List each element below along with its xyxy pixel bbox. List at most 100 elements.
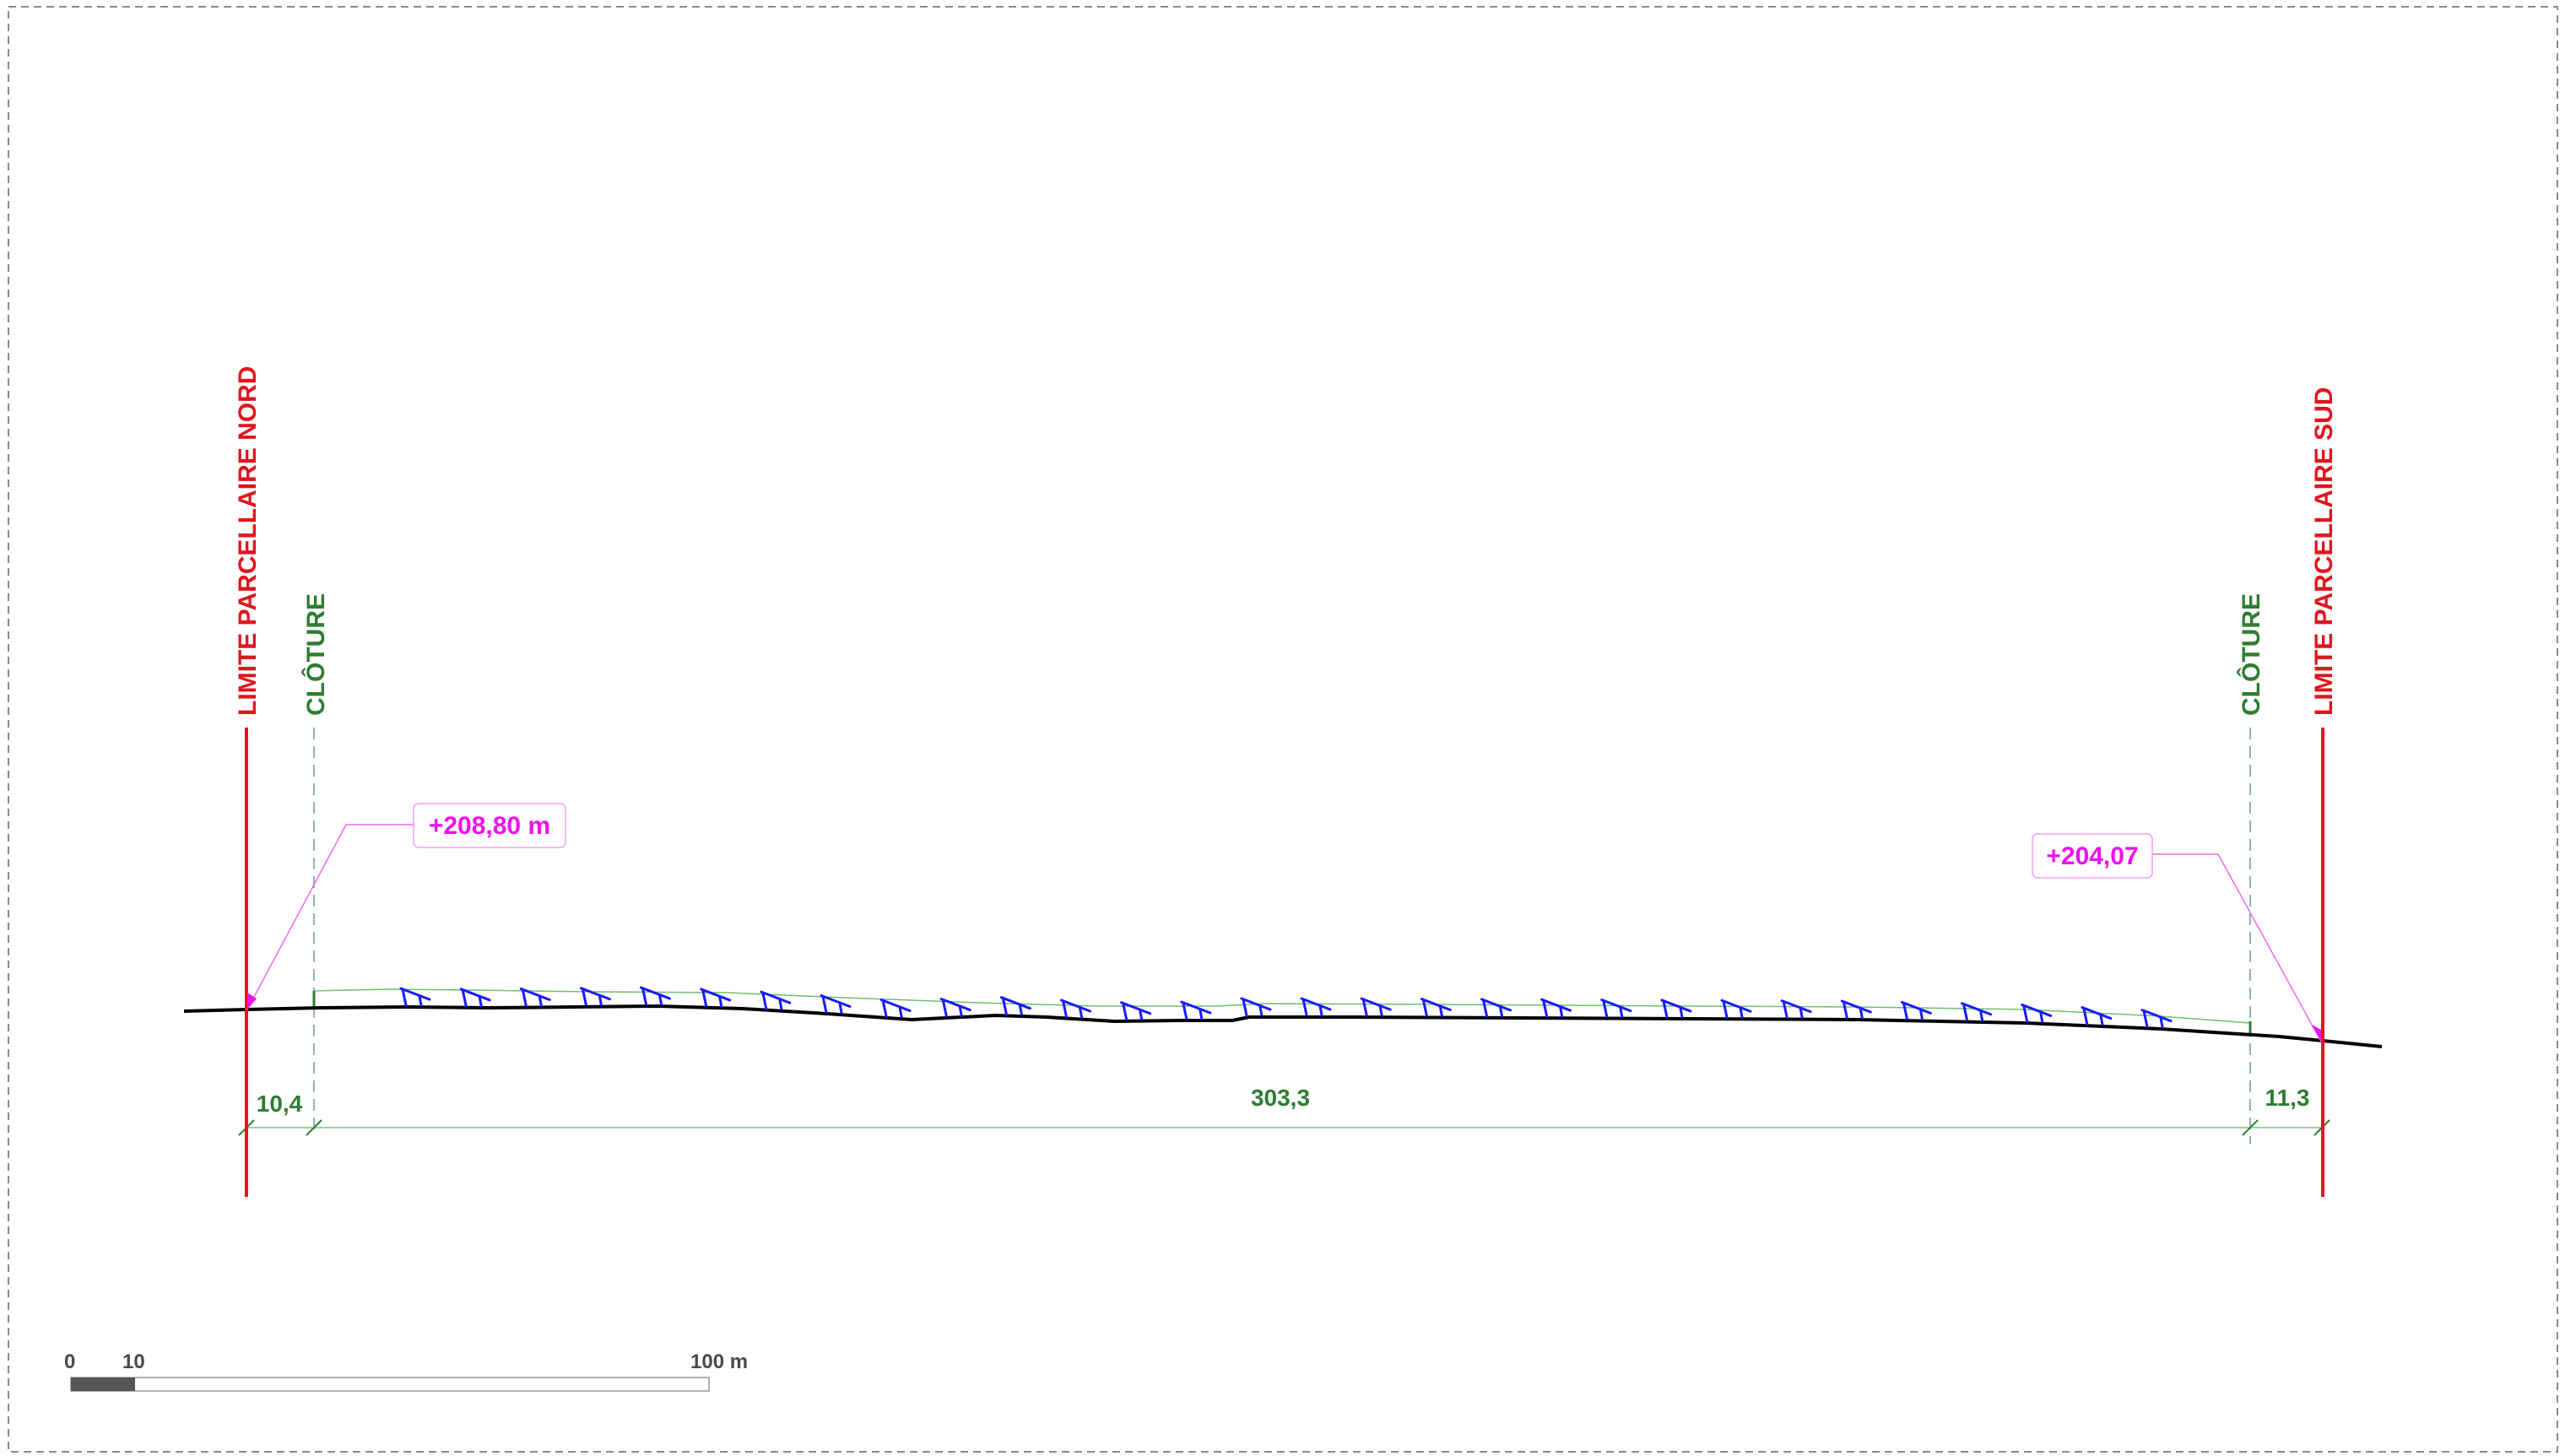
terrain-line bbox=[183, 1004, 2383, 1048]
panel-stroke bbox=[641, 987, 648, 1006]
panel-stroke bbox=[1979, 1009, 1984, 1022]
panel-stroke bbox=[761, 991, 768, 1010]
leader-line bbox=[246, 824, 414, 1010]
panel-stroke bbox=[1902, 1001, 1908, 1020]
panel-stroke bbox=[1780, 999, 1812, 1014]
solar-panel-row bbox=[519, 987, 551, 1007]
panel-stroke bbox=[760, 990, 792, 1004]
solar-panel-row bbox=[1420, 997, 1452, 1017]
boundary-north-label: LIMITE PARCELLAIRE NORD bbox=[234, 366, 262, 716]
panel-stroke bbox=[2142, 1009, 2149, 1029]
panel-stroke bbox=[1378, 1004, 1383, 1017]
panel-stroke bbox=[1018, 1004, 1023, 1016]
solar-panel-row bbox=[879, 998, 912, 1018]
panel-stroke bbox=[1722, 999, 1729, 1019]
solar-panel-row bbox=[760, 990, 792, 1010]
solar-panel-row bbox=[1840, 999, 1872, 1020]
panel-stroke bbox=[1840, 999, 1872, 1014]
panel-stroke bbox=[879, 998, 912, 1012]
panel-stroke bbox=[1799, 1007, 1804, 1020]
panel-stroke bbox=[939, 998, 971, 1012]
leader-line bbox=[2152, 853, 2322, 1042]
solar-panel-row bbox=[1300, 997, 1332, 1017]
panel-stroke bbox=[521, 988, 528, 1007]
panel-stroke bbox=[538, 994, 543, 1007]
scale-bar-frame bbox=[70, 1377, 710, 1392]
elevation-north-label: +208,80 m bbox=[429, 812, 550, 840]
fence-south-label: CLÔTURE bbox=[2237, 593, 2265, 716]
solar-panel-row bbox=[2021, 1003, 2053, 1023]
elevation-north-box bbox=[413, 803, 566, 848]
panel-stroke bbox=[2039, 1010, 2044, 1023]
panel-stroke bbox=[1739, 1006, 1744, 1019]
scale-bar-segment bbox=[71, 1378, 135, 1391]
panel-stroke bbox=[1180, 1000, 1212, 1015]
panel-stroke bbox=[718, 995, 723, 1008]
solar-panel-row bbox=[1060, 999, 1092, 1019]
solar-panel-row bbox=[1600, 999, 1632, 1019]
panel-stroke bbox=[418, 994, 423, 1007]
panel-envelope bbox=[313, 988, 2251, 1024]
elevation-north-callout: +208,80 m bbox=[246, 803, 566, 1010]
panel-stroke bbox=[519, 987, 551, 1001]
solar-panel-row bbox=[1240, 997, 1272, 1017]
elevation-south-box bbox=[2032, 833, 2153, 879]
panel-stroke bbox=[1062, 999, 1069, 1019]
scale-label-hundred: 100 m bbox=[690, 1350, 748, 1373]
scale-label-zero: 0 bbox=[64, 1350, 75, 1373]
boundary-south-label: LIMITE PARCELLAIRE SUD bbox=[2310, 387, 2338, 716]
solar-panel-row bbox=[1961, 1002, 1993, 1022]
solar-panel-rows bbox=[399, 986, 2173, 1029]
panel-stroke bbox=[1842, 1000, 1848, 1020]
panel-stroke bbox=[1498, 1005, 1503, 1018]
dimension-line: 10,4 303,3 11,3 bbox=[238, 1085, 2330, 1136]
solar-panel-row bbox=[939, 998, 971, 1018]
panel-stroke bbox=[2159, 1016, 2164, 1029]
panel-stroke bbox=[1559, 1005, 1564, 1018]
panel-stroke bbox=[1720, 999, 1752, 1013]
panel-stroke bbox=[700, 988, 732, 1002]
panel-stroke bbox=[821, 994, 828, 1014]
panel-stroke bbox=[640, 986, 672, 1000]
panel-stroke bbox=[1602, 999, 1609, 1019]
panel-stroke bbox=[1139, 1009, 1144, 1021]
panel-stroke bbox=[820, 993, 852, 1008]
panel-stroke bbox=[701, 988, 708, 1008]
panel-stroke bbox=[1001, 997, 1008, 1016]
solar-panel-row bbox=[459, 988, 491, 1008]
panel-stroke bbox=[1782, 1000, 1788, 1020]
solar-panel-row bbox=[1780, 999, 1812, 1020]
solar-panel-row bbox=[1180, 1000, 1212, 1020]
solar-panel-row bbox=[820, 993, 852, 1014]
panel-stroke bbox=[1961, 1002, 1993, 1016]
dimension-tick bbox=[306, 1119, 322, 1136]
panel-stroke bbox=[838, 1001, 843, 1014]
panel-stroke bbox=[1300, 997, 1332, 1011]
sheet-frame bbox=[8, 6, 2558, 1453]
leader-arrow bbox=[247, 993, 257, 1009]
panel-stroke bbox=[581, 988, 587, 1007]
panel-stroke bbox=[2099, 1014, 2104, 1026]
panel-stroke bbox=[1060, 999, 1092, 1013]
panel-stroke bbox=[1361, 998, 1368, 1017]
dimension-tick bbox=[2242, 1119, 2259, 1136]
scale-bar: 0 10 100 m bbox=[64, 1350, 748, 1392]
dimension-south-offset: 11,3 bbox=[2265, 1085, 2310, 1111]
panel-stroke bbox=[401, 988, 408, 1007]
panel-stroke bbox=[1662, 999, 1669, 1019]
solar-panel-row bbox=[700, 988, 732, 1008]
dimension-north-offset: 10,4 bbox=[257, 1091, 303, 1117]
panel-stroke bbox=[1242, 998, 1248, 1017]
solar-panel-row bbox=[1120, 1001, 1152, 1021]
panel-stroke bbox=[2021, 1003, 2053, 1017]
panel-stroke bbox=[1962, 1003, 1969, 1022]
panel-stroke bbox=[1079, 1006, 1084, 1019]
solar-panel-row bbox=[1900, 1000, 1932, 1020]
solar-panel-row bbox=[1480, 998, 1512, 1018]
fence-north-label: CLÔTURE bbox=[301, 593, 330, 716]
panel-stroke bbox=[1182, 1001, 1188, 1020]
panel-stroke bbox=[598, 994, 603, 1007]
panel-stroke bbox=[1420, 997, 1452, 1011]
panel-stroke bbox=[1918, 1008, 1924, 1020]
